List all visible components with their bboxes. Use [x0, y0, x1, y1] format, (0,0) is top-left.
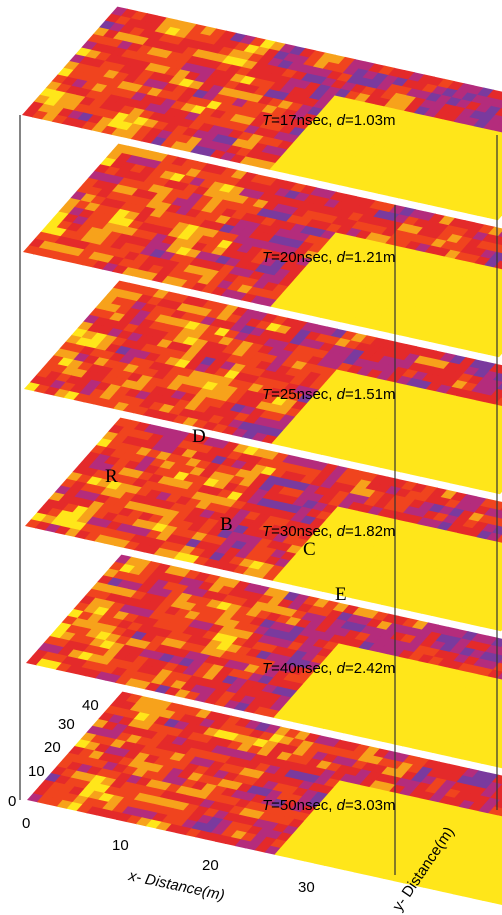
slice-label: T=40nsec, d=2.42m: [262, 660, 395, 677]
slices: [22, 7, 502, 906]
x-tick-label: 0: [22, 815, 30, 832]
slice-label-part: =2.42m: [345, 660, 395, 677]
x-tick-label: 20: [202, 857, 219, 874]
slice-label-part: =25nsec,: [271, 386, 336, 403]
y-tick-label: 30: [58, 716, 75, 733]
slice-label: T=17nsec, d=1.03m: [262, 112, 395, 129]
slice-label-part: =17nsec,: [271, 112, 336, 129]
slice-label: T=50nsec, d=3.03m: [262, 797, 395, 814]
slice-label-part: =3.03m: [345, 797, 395, 814]
slice-label-part: =40nsec,: [271, 660, 336, 677]
x-tick-label: 30: [298, 879, 315, 896]
y-tick-label: 40: [82, 697, 99, 714]
y-tick-label: 0: [8, 793, 16, 810]
slice-label-part: =20nsec,: [271, 249, 336, 266]
slice-label-part: =1.21m: [345, 249, 395, 266]
slice-label-part: =1.51m: [345, 386, 395, 403]
x-tick-label: 10: [112, 837, 129, 854]
y-tick-label: 10: [28, 763, 45, 780]
annotation: B: [220, 514, 233, 535]
slice-label-part: =30nsec,: [271, 523, 336, 540]
annotation: D: [192, 426, 206, 447]
slice-label: T=25nsec, d=1.51m: [262, 386, 395, 403]
slice-label: T=20nsec, d=1.21m: [262, 249, 395, 266]
slice-label-part: =1.82m: [345, 523, 395, 540]
annotation: E: [335, 584, 347, 605]
annotation: R: [105, 466, 118, 487]
slice-label-part: =1.03m: [345, 112, 395, 129]
slice-label-part: =50nsec,: [271, 797, 336, 814]
slice-label: T=30nsec, d=1.82m: [262, 523, 395, 540]
annotation: C: [303, 539, 316, 560]
y-tick-label: 20: [44, 739, 61, 756]
